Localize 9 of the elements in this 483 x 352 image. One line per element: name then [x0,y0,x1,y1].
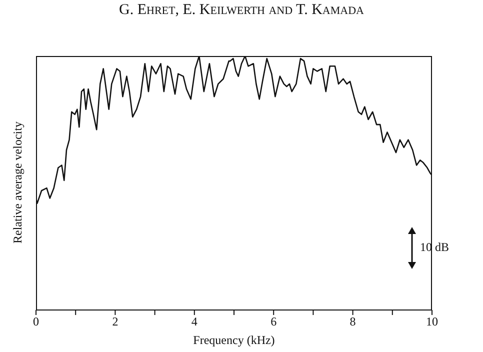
x-tick-label: 10 [426,314,438,329]
x-tick-label: 6 [270,314,277,329]
x-axis-title: Frequency (kHz) [193,333,275,347]
x-tick-label: 0 [33,314,39,329]
x-tick-label: 8 [350,314,356,329]
x-tick-label: 4 [191,314,198,329]
y-axis-title: Relative average velocity [10,120,26,246]
x-tick-label: 2 [112,314,118,329]
chart-title: G. Ehret, E. Keilwerth and T. Kamada [118,2,365,19]
